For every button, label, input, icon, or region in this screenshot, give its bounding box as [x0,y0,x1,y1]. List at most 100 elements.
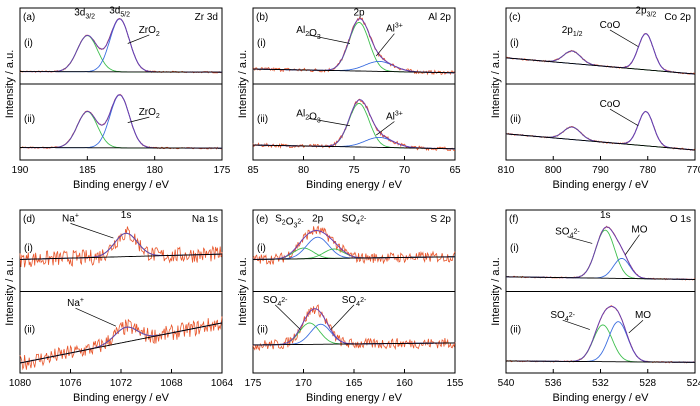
x-tick-label: 1068 [160,378,183,389]
y-axis-label: Intensity / a.u. [4,50,16,118]
raw-data-line [505,110,696,151]
component-peak-line [505,111,695,151]
component-peak-line [20,111,222,149]
x-tick-label: 180 [146,165,163,176]
peak-annotation: 3d3/2 [74,7,95,20]
panel-label: (f) [509,214,518,225]
peak-annotation: 3d5/2 [109,6,130,19]
peak-annotation: S2O32- [275,213,304,229]
x-axis-label: Binding energy / eV [73,392,170,404]
panel-label: (b) [256,12,268,23]
x-tick-label: 770 [687,165,700,176]
panel-title: O 1s [670,214,691,225]
peak-annotation: Na+ [67,297,84,309]
trace-label: (ii) [510,114,521,125]
trace-label: (i) [24,38,33,49]
background-line [506,276,695,280]
x-tick-label: 528 [639,378,656,389]
annotation-arrow [567,236,593,244]
component-peak-line [506,229,695,280]
annotation-arrow [308,118,351,127]
x-tick-label: 155 [447,378,464,389]
component-peak-line [20,35,222,73]
x-tick-label: 190 [12,165,29,176]
panel-label: (d) [23,214,35,225]
envelope-line [20,94,222,149]
background-line [505,57,695,75]
peak-annotation: SO42- [263,295,288,308]
envelope-line [252,18,455,74]
x-tick-label: 1072 [110,378,133,389]
x-tick-label: 175 [245,378,262,389]
trace-label: (ii) [257,114,268,125]
peak-annotation: SO42- [555,227,580,240]
x-tick-label: 540 [498,378,515,389]
panel-title: Al 2p [428,12,451,23]
x-axis-label: Binding energy / eV [306,179,403,191]
panel-c: 810 800 790 780 770 Binding energy / eV Intens… [490,6,700,191]
envelope-line [506,226,695,280]
component-peak-line [252,22,455,74]
peak-annotation: Al3+ [386,111,403,123]
x-axis-label: Binding energy / eV [306,392,403,404]
trace-label: (i) [257,38,266,49]
peak-annotation: 1s [121,210,132,221]
x-tick-label: 165 [346,378,363,389]
trace-label: (i) [510,243,519,254]
x-axis-label: Binding energy / eV [552,179,649,191]
background-line [253,342,455,346]
peak-annotation: SO42- [342,295,367,308]
x-tick-label: 1064 [211,378,234,389]
envelope-line [253,230,455,260]
peak-annotation: 2p [353,7,365,18]
y-axis-label: Intensity / a.u. [490,257,502,325]
peak-annotation: SO42- [342,213,367,226]
raw-data-line [19,93,223,150]
trace-label: (i) [257,243,266,254]
raw-data-line [19,226,223,268]
panel-b: 85 80 75 70 65 Binding energy / eV Intensity /… [237,7,461,191]
annotation-arrow [75,307,117,327]
x-tick-label: 1076 [59,378,82,389]
x-tick-label: 170 [295,378,312,389]
trace-label: (ii) [257,324,268,335]
panel-e: 175 170 165 160 155 Binding energy / eV Intens… [237,209,464,404]
background-line [20,253,222,260]
raw-data-line [19,17,223,74]
component-peak-line [506,257,695,280]
x-tick-label: 80 [298,165,310,176]
peak-annotation: CoO [600,99,621,110]
annotation-arrow [127,34,150,44]
background-line [20,71,222,73]
x-tick-label: 800 [545,165,562,176]
panel-title: S 2p [430,214,451,225]
annotation-arrow [70,223,114,239]
component-peak-line [506,324,695,363]
x-tick-label: 160 [396,378,413,389]
y-axis-label: Intensity / a.u. [237,257,249,325]
panel-d: 1080 1076 1072 1068 1064 Binding energy / eV I… [4,209,234,404]
annotation-arrow [127,116,150,123]
annotation-arrow [609,108,639,127]
x-axis-label: Binding energy / eV [73,179,170,191]
panel-label: (e) [256,214,268,225]
peak-annotation: MO [631,225,647,236]
y-axis-label: Intensity / a.u. [237,50,249,118]
panel-label: (a) [23,12,35,23]
envelope-line [505,33,695,75]
x-tick-label: 1080 [9,378,32,389]
envelope-line [505,111,695,151]
peak-annotation: Al3+ [386,23,403,35]
envelope-line [252,99,455,150]
background-line [506,360,695,363]
background-line [505,133,695,151]
annotation-arrow [609,29,639,47]
panel-title: Co 2p [664,12,691,23]
x-tick-label: 185 [79,165,96,176]
component-peak-line [20,18,222,73]
trace-label: (ii) [24,114,35,125]
raw-data-line [19,316,223,371]
panel-label: (c) [509,12,521,23]
background-line [252,68,455,74]
